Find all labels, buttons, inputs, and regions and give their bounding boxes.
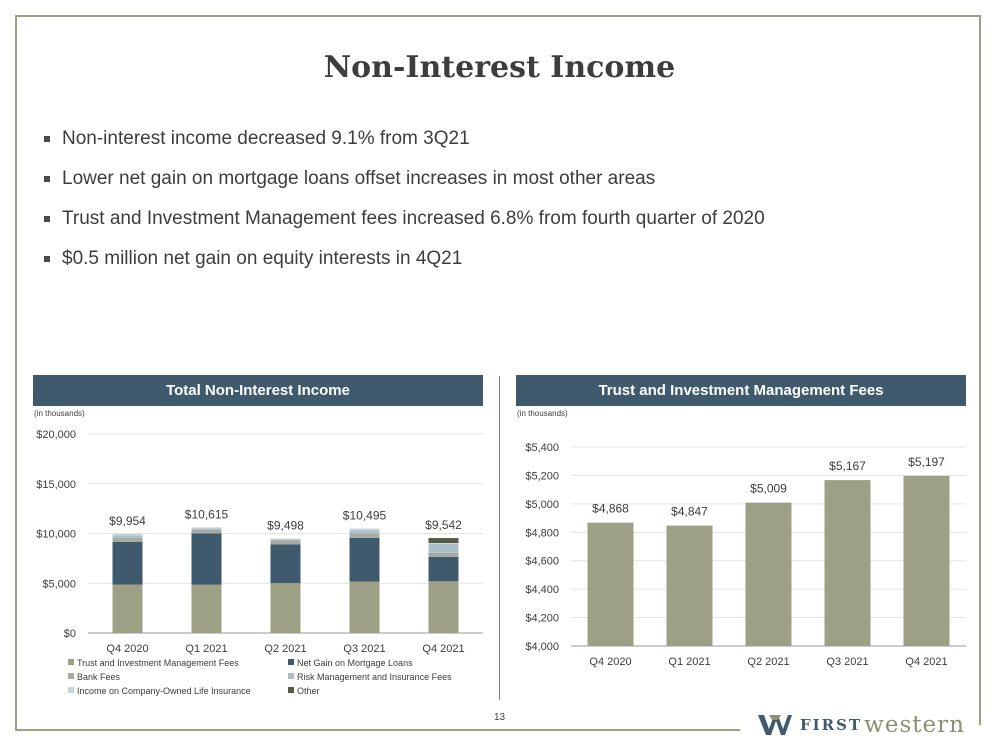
bar-data-label: $5,167 <box>829 459 866 473</box>
bar-segment <box>191 529 222 534</box>
legend-entry: Bank Fees <box>77 672 121 682</box>
bar-total-label: $9,498 <box>267 518 304 532</box>
bar-segment <box>270 544 301 584</box>
bullet-item: Non-interest income decreased 9.1% from … <box>44 124 765 164</box>
bullet-item: $0.5 million net gain on equity interest… <box>44 244 765 284</box>
bar-segment <box>349 581 380 633</box>
x-tick-label: Q2 2021 <box>264 643 306 655</box>
x-tick-label: Q4 2021 <box>422 643 464 655</box>
y-tick-label: $5,000 <box>42 578 76 590</box>
bar-total-label: $9,542 <box>425 518 462 532</box>
w-mark-icon <box>758 715 792 735</box>
right-chart-title: Trust and Investment Management Fees <box>516 375 966 406</box>
bar-segment <box>428 552 459 557</box>
bar-segment <box>428 543 459 544</box>
x-tick-label: Q2 2021 <box>747 656 789 668</box>
bar-segment <box>270 583 301 633</box>
bar-segment <box>270 539 301 541</box>
x-tick-label: Q3 2021 <box>343 643 385 655</box>
bar-segment <box>191 527 222 529</box>
legend-entry: Trust and Investment Management Fees <box>77 658 239 668</box>
legend-entry: Income on Company-Owned Life Insurance <box>77 686 251 696</box>
bar-data-label: $4,868 <box>592 502 629 516</box>
bar-segment <box>349 537 380 582</box>
bar-segment <box>112 537 143 542</box>
panel-divider <box>499 376 500 700</box>
bar <box>903 475 950 646</box>
bar-segment <box>349 533 380 538</box>
y-tick-label: $5,200 <box>525 470 559 482</box>
bar-segment <box>270 538 301 540</box>
bullet-list: Non-interest income decreased 9.1% from … <box>44 124 765 284</box>
left-chart-title: Total Non-Interest Income <box>33 375 483 406</box>
x-tick-label: Q1 2021 <box>185 643 227 655</box>
x-tick-label: Q1 2021 <box>668 656 710 668</box>
x-tick-label: Q4 2020 <box>589 656 631 668</box>
bar <box>824 480 871 646</box>
trust-fees-chart: $4,000 $4,200 $4,400 $4,600 $4,800 $5,000 $5,2… <box>525 442 966 668</box>
legend-swatch <box>288 687 294 693</box>
bar-segment <box>112 533 143 536</box>
bar-segment <box>191 528 222 530</box>
logo-western-text: western <box>864 712 965 738</box>
logo-first-text: FIRST <box>800 716 863 734</box>
bar-total-label: $10,495 <box>343 509 387 523</box>
bar-segment <box>191 584 222 633</box>
y-tick-label: $4,600 <box>525 556 559 568</box>
y-tick-label: $5,000 <box>525 499 559 511</box>
bar-data-label: $5,009 <box>750 482 787 496</box>
legend-swatch <box>68 687 74 693</box>
legend-entry: Risk Management and Insurance Fees <box>297 672 452 682</box>
bullet-item: Lower net gain on mortgage loans offset … <box>44 164 765 204</box>
bar-segment <box>349 530 380 534</box>
bar-total-label: $9,954 <box>109 514 146 528</box>
bar-segment <box>112 541 143 585</box>
bar-data-label: $4,847 <box>671 505 708 519</box>
bar-segment <box>349 528 380 531</box>
legend-swatch <box>68 659 74 665</box>
y-tick-label: $10,000 <box>36 529 76 541</box>
bar-segment <box>428 538 459 544</box>
y-tick-label: $4,800 <box>525 527 559 539</box>
y-tick-label: $0 <box>64 628 76 640</box>
y-tick-label: $4,400 <box>525 584 559 596</box>
bar <box>745 502 792 646</box>
x-tick-label: Q4 2021 <box>905 656 947 668</box>
legend-swatch <box>288 673 294 679</box>
page-title: Non-Interest Income <box>323 50 676 85</box>
x-tick-label: Q3 2021 <box>826 656 868 668</box>
total-non-interest-income-chart: $0 $5,000 $10,000 $15,000 $20,000 $9,954 Q4 20… <box>36 429 483 696</box>
bar <box>666 525 713 646</box>
y-tick-label: $4,000 <box>525 641 559 653</box>
bar-total-label: $10,615 <box>185 507 229 521</box>
x-tick-label: Q4 2020 <box>106 643 148 655</box>
bar-segment <box>112 535 143 538</box>
bar-segment <box>112 584 143 633</box>
bar-segment <box>428 556 459 582</box>
bar-segment <box>428 581 459 633</box>
legend-entry: Other <box>297 686 320 696</box>
legend-entry: Net Gain on Mortgage Loans <box>297 658 413 668</box>
y-tick-label: $20,000 <box>36 429 76 441</box>
y-tick-label: $4,200 <box>525 613 559 625</box>
legend-swatch <box>68 673 74 679</box>
bar-segment <box>270 540 301 545</box>
legend-swatch <box>288 659 294 665</box>
bar-data-label: $5,197 <box>908 455 945 469</box>
first-western-logo: FIRST western <box>758 710 965 740</box>
bar <box>587 522 634 646</box>
bullet-item: Trust and Investment Management fees inc… <box>44 204 765 244</box>
page-number: 13 <box>493 712 506 723</box>
bar-segment <box>428 543 459 553</box>
slide-frame <box>15 15 981 731</box>
right-units-note: (in thousands) <box>517 409 568 418</box>
y-tick-label: $15,000 <box>36 479 76 491</box>
left-units-note: (in thousands) <box>34 409 85 418</box>
y-tick-label: $5,400 <box>525 442 559 454</box>
bar-segment <box>191 533 222 585</box>
